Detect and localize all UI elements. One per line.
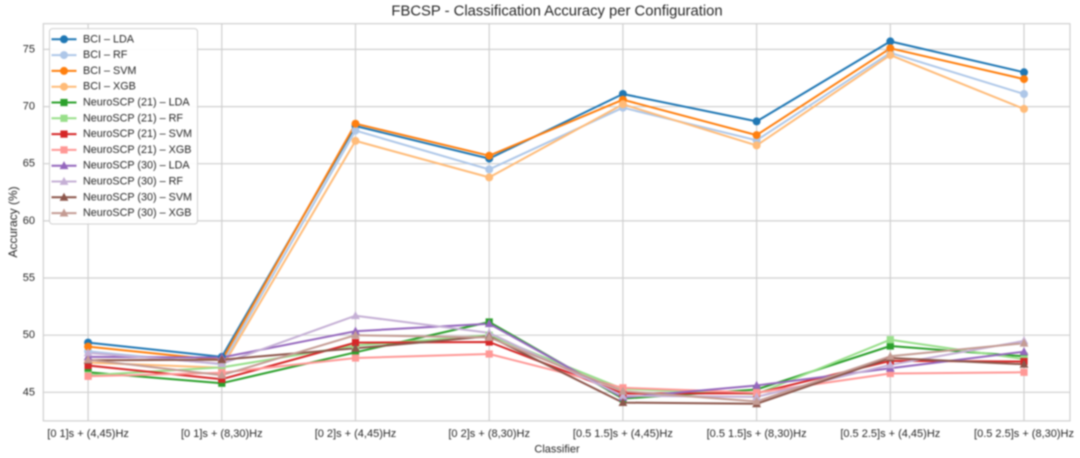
svg-text:BCI – SVM: BCI – SVM bbox=[83, 65, 136, 77]
svg-text:[0 1]s + (8,30)Hz: [0 1]s + (8,30)Hz bbox=[181, 428, 263, 440]
svg-text:[0.5 1.5]s + (4,45)Hz: [0.5 1.5]s + (4,45)Hz bbox=[573, 428, 673, 440]
svg-text:NeuroSCP (21) – RF: NeuroSCP (21) – RF bbox=[83, 112, 183, 124]
svg-text:75: 75 bbox=[23, 43, 35, 55]
svg-text:Accuracy (%): Accuracy (%) bbox=[6, 186, 20, 257]
svg-text:[0.5 2.5]s + (4,45)Hz: [0.5 2.5]s + (4,45)Hz bbox=[840, 428, 940, 440]
svg-text:65: 65 bbox=[23, 158, 35, 170]
svg-text:[0 2]s + (8,30)Hz: [0 2]s + (8,30)Hz bbox=[448, 428, 530, 440]
svg-text:[0.5 2.5]s + (8,30)Hz: [0.5 2.5]s + (8,30)Hz bbox=[974, 428, 1074, 440]
svg-text:70: 70 bbox=[23, 101, 35, 113]
svg-text:[0.5 1.5]s + (8,30)Hz: [0.5 1.5]s + (8,30)Hz bbox=[707, 428, 807, 440]
svg-text:BCI – RF: BCI – RF bbox=[83, 49, 128, 61]
svg-text:50: 50 bbox=[23, 329, 35, 341]
svg-text:55: 55 bbox=[23, 272, 35, 284]
svg-text:NeuroSCP (21) – SVM: NeuroSCP (21) – SVM bbox=[83, 128, 192, 140]
svg-text:NeuroSCP (21) – XGB: NeuroSCP (21) – XGB bbox=[83, 144, 191, 156]
svg-text:45: 45 bbox=[23, 386, 35, 398]
svg-text:NeuroSCP (30) – LDA: NeuroSCP (30) – LDA bbox=[83, 160, 190, 172]
svg-text:Classifier: Classifier bbox=[534, 444, 580, 456]
svg-text:NeuroSCP (21) – LDA: NeuroSCP (21) – LDA bbox=[83, 97, 190, 109]
svg-text:[0 1]s + (4,45)Hz: [0 1]s + (4,45)Hz bbox=[47, 428, 129, 440]
svg-text:NeuroSCP (30) – RF: NeuroSCP (30) – RF bbox=[83, 176, 183, 188]
svg-text:60: 60 bbox=[23, 215, 35, 227]
svg-text:BCI – LDA: BCI – LDA bbox=[83, 33, 135, 45]
svg-text:FBCSP - Classification Accurac: FBCSP - Classification Accuracy per Conf… bbox=[391, 4, 722, 20]
svg-text:NeuroSCP (30) – SVM: NeuroSCP (30) – SVM bbox=[83, 191, 192, 203]
svg-text:BCI – XGB: BCI – XGB bbox=[83, 81, 136, 93]
svg-text:[0 2]s + (4,45)Hz: [0 2]s + (4,45)Hz bbox=[315, 428, 397, 440]
svg-text:NeuroSCP (30) – XGB: NeuroSCP (30) – XGB bbox=[83, 207, 191, 219]
